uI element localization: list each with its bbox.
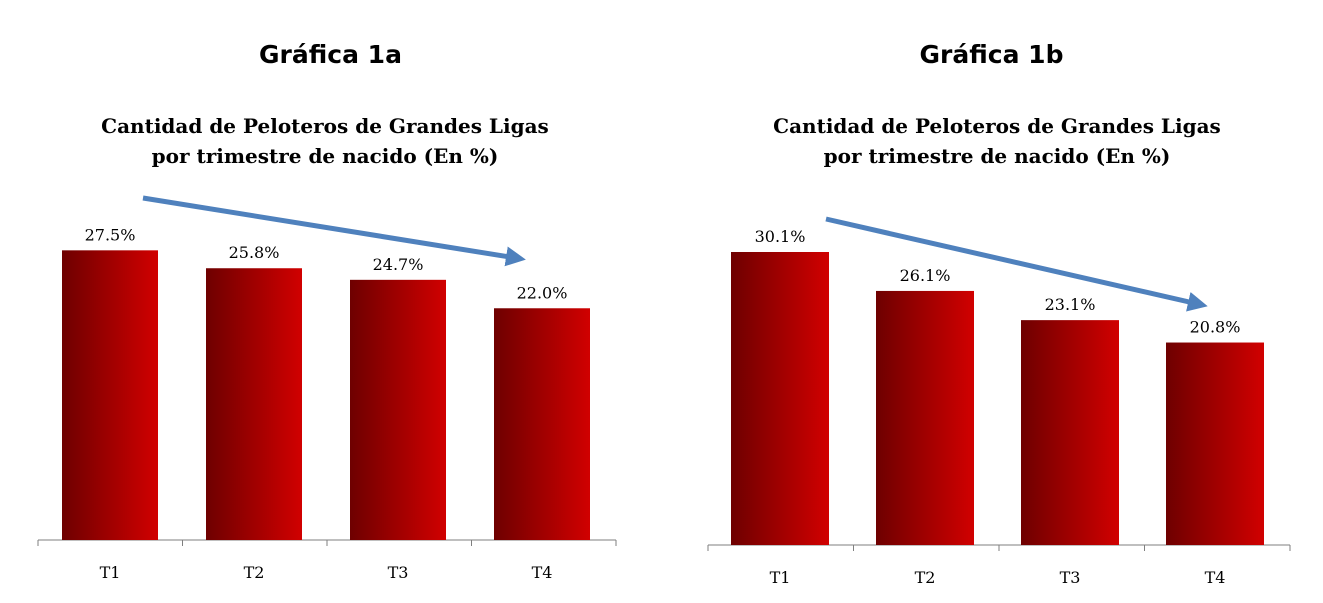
bar-chart-1b: Cantidad de Peloteros de Grandes Ligas p…: [707, 114, 1291, 587]
trend-arrow: [142, 195, 526, 267]
category-label: T3: [1060, 568, 1081, 587]
bar-chart-1a: Cantidad de Peloteros de Grandes Ligas p…: [37, 114, 617, 582]
bar-t4: [1166, 342, 1264, 545]
chart-title-line-1: Cantidad de Peloteros de Grandes Ligas: [773, 114, 1221, 138]
category-label: T4: [532, 563, 553, 582]
data-label: 24.7%: [373, 255, 424, 274]
trend-arrow: [825, 216, 1208, 312]
bar-t3: [350, 279, 446, 540]
chart-heading: Gráfica 1b: [919, 40, 1064, 69]
category-label: T4: [1205, 568, 1226, 587]
category-label: T2: [244, 563, 265, 582]
data-label: 22.0%: [517, 283, 568, 302]
chart-panel-1a: Gráfica 1a Cantidad de Peloteros de Gran…: [0, 0, 661, 603]
chart-panel-1b: Gráfica 1b Cantidad de Peloteros de Gran…: [661, 0, 1322, 603]
bar-t2: [876, 290, 974, 545]
chart-title-line-1: Cantidad de Peloteros de Grandes Ligas: [101, 114, 549, 138]
data-label: 23.1%: [1045, 295, 1096, 314]
category-label: T2: [915, 568, 936, 587]
chart-heading: Gráfica 1a: [259, 40, 402, 69]
data-label: 27.5%: [85, 225, 136, 244]
category-label: T3: [388, 563, 409, 582]
chart-title-line-2: por trimestre de nacido (En %): [824, 144, 1171, 168]
category-label: T1: [100, 563, 121, 582]
bar-t4: [494, 308, 590, 540]
data-label: 20.8%: [1190, 318, 1241, 337]
bar-t3: [1021, 320, 1119, 545]
category-label: T1: [770, 568, 791, 587]
data-label: 26.1%: [900, 266, 951, 285]
chart-title-line-2: por trimestre de nacido (En %): [152, 144, 499, 168]
bar-t1: [731, 252, 829, 545]
bar-t1: [62, 250, 158, 541]
data-label: 25.8%: [229, 243, 280, 262]
bar-t2: [206, 268, 302, 540]
data-label: 30.1%: [755, 227, 806, 246]
